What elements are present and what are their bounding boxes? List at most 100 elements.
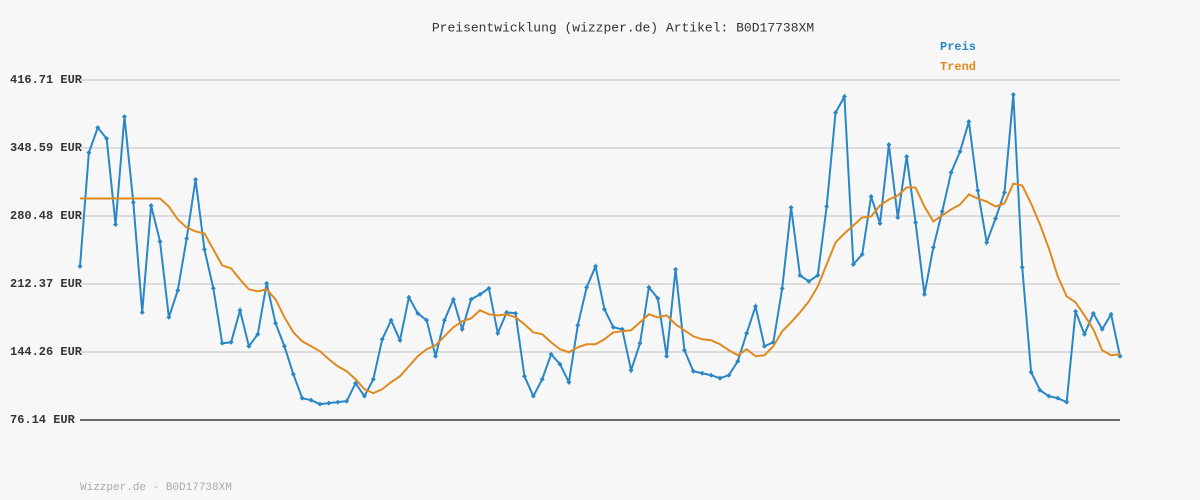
point-marker — [326, 400, 332, 406]
point-marker — [1099, 326, 1105, 332]
y-tick-label: 416.71 EUR — [10, 73, 83, 87]
point-marker — [477, 291, 483, 297]
point-marker — [850, 261, 856, 267]
point-marker — [433, 353, 439, 359]
point-marker — [930, 244, 936, 250]
y-tick-label: 144.26 EUR — [10, 345, 83, 359]
point-marker — [281, 343, 287, 349]
point-marker — [761, 343, 767, 349]
point-marker — [1073, 308, 1079, 314]
point-marker — [628, 367, 634, 373]
point-marker — [886, 142, 892, 148]
point-marker — [290, 371, 296, 377]
point-marker — [237, 307, 243, 313]
point-marker — [95, 125, 101, 131]
point-marker — [984, 239, 990, 245]
point-marker — [1046, 393, 1052, 399]
point-marker — [1019, 264, 1025, 270]
point-marker — [1037, 387, 1043, 393]
point-marker — [921, 291, 927, 297]
point-marker — [779, 285, 785, 291]
point-marker — [637, 340, 643, 346]
point-marker — [397, 337, 403, 343]
point-marker — [450, 296, 456, 302]
point-marker — [219, 340, 225, 346]
point-marker — [966, 119, 972, 125]
point-marker — [655, 295, 661, 301]
point-marker — [468, 296, 474, 302]
point-marker — [1108, 311, 1114, 317]
footer: Wizzper.de - B0D17738XM — [80, 482, 232, 494]
point-marker — [1055, 395, 1061, 401]
point-marker — [833, 110, 839, 116]
point-marker — [610, 324, 616, 330]
point-marker — [708, 372, 714, 378]
point-marker — [361, 393, 367, 399]
point-marker — [379, 336, 385, 342]
point-marker — [424, 317, 430, 323]
point-marker — [717, 375, 723, 381]
point-marker — [699, 370, 705, 376]
point-marker — [539, 376, 545, 382]
point-marker — [255, 331, 261, 337]
point-marker — [193, 177, 199, 183]
point-marker — [521, 373, 527, 379]
point-marker — [175, 287, 181, 293]
point-marker — [868, 194, 874, 200]
point-marker — [664, 353, 670, 359]
point-marker — [673, 266, 679, 272]
point-marker — [157, 238, 163, 244]
point-marker — [104, 136, 110, 142]
point-marker — [370, 376, 376, 382]
chart-title: Preisentwicklung (wizzper.de) Artikel: B… — [432, 20, 814, 35]
y-tick-label: 76.14 EUR — [10, 413, 76, 427]
point-marker — [201, 246, 207, 252]
point-marker — [415, 310, 421, 316]
series-line — [79, 93, 1121, 406]
point-marker — [317, 401, 323, 407]
point-marker — [797, 272, 803, 278]
series-line — [80, 182, 1121, 395]
point-marker — [530, 393, 536, 399]
point-marker — [788, 204, 794, 210]
point-marker — [459, 326, 465, 332]
point-marker — [601, 306, 607, 312]
point-marker — [335, 399, 341, 405]
point-marker — [441, 317, 447, 323]
point-marker — [593, 263, 599, 269]
point-marker — [308, 397, 314, 403]
point-marker — [806, 278, 812, 284]
point-marker — [130, 200, 136, 206]
point-marker — [904, 154, 910, 160]
point-marker — [939, 208, 945, 214]
point-marker — [1010, 92, 1016, 98]
point-marker — [690, 368, 696, 374]
legend-entry: Trend — [940, 60, 976, 74]
point-marker — [246, 343, 252, 349]
point-marker — [210, 285, 216, 291]
point-marker — [121, 114, 127, 120]
point-marker — [264, 280, 270, 286]
point-marker — [86, 150, 92, 156]
point-marker — [1028, 369, 1034, 375]
point-marker — [557, 361, 563, 367]
point-marker — [913, 219, 919, 225]
point-marker — [566, 379, 572, 385]
point-marker — [948, 170, 954, 176]
point-marker — [1001, 190, 1007, 196]
point-marker — [388, 317, 394, 323]
point-marker — [184, 235, 190, 241]
point-marker — [646, 284, 652, 290]
point-marker — [113, 221, 119, 227]
point-marker — [139, 309, 145, 315]
point-marker — [859, 251, 865, 257]
point-marker — [681, 347, 687, 353]
point-marker — [824, 203, 830, 209]
point-marker — [1064, 399, 1070, 405]
point-marker — [228, 339, 234, 345]
point-marker — [957, 149, 963, 155]
point-marker — [1081, 331, 1087, 337]
point-marker — [815, 272, 821, 278]
